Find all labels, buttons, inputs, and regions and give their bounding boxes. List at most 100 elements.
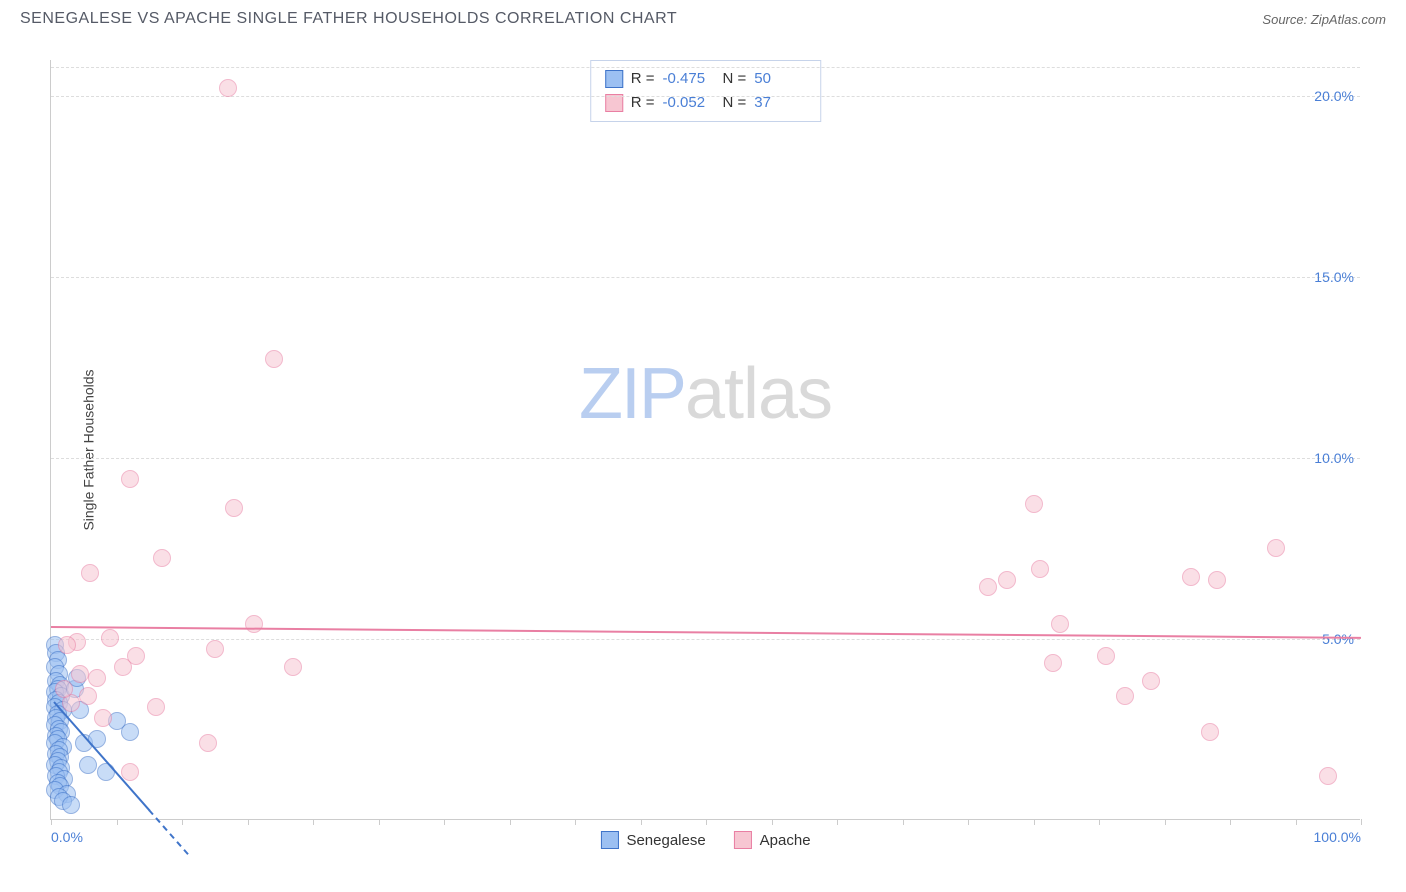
data-point <box>88 669 106 687</box>
data-point <box>79 756 97 774</box>
x-tick-label: 0.0% <box>51 829 83 845</box>
x-tick <box>1361 819 1362 825</box>
stat-r-label: R = <box>631 67 655 91</box>
source-label: Source: <box>1262 12 1307 27</box>
data-point <box>97 763 115 781</box>
trend-line <box>51 626 1361 639</box>
stat-r-value: -0.475 <box>663 67 715 91</box>
data-point <box>153 549 171 567</box>
stat-r-value: -0.052 <box>663 91 715 115</box>
data-point <box>1201 723 1219 741</box>
x-tick <box>1230 819 1231 825</box>
x-tick <box>248 819 249 825</box>
data-point <box>1182 568 1200 586</box>
data-point <box>147 698 165 716</box>
data-point <box>62 796 80 814</box>
data-point <box>79 687 97 705</box>
data-point <box>1051 615 1069 633</box>
stat-n-value: 50 <box>754 67 806 91</box>
y-tick-label: 10.0% <box>1314 450 1354 466</box>
x-tick <box>1034 819 1035 825</box>
legend-item: Apache <box>734 831 811 849</box>
x-tick <box>117 819 118 825</box>
trend-line <box>148 809 189 855</box>
legend-swatch <box>734 831 752 849</box>
chart-title: SENEGALESE VS APACHE SINGLE FATHER HOUSE… <box>20 10 677 28</box>
correlation-stats-box: R = -0.475 N = 50 R = -0.052 N = 37 <box>590 60 822 122</box>
data-point <box>199 734 217 752</box>
x-tick <box>510 819 511 825</box>
data-point <box>81 564 99 582</box>
gridline <box>51 277 1360 278</box>
x-tick <box>379 819 380 825</box>
plot-container: Single Father Households ZIPatlas R =-0.… <box>0 40 1406 860</box>
x-tick-label: 100.0% <box>1314 829 1361 845</box>
gridline <box>51 639 1360 640</box>
data-point <box>1319 767 1337 785</box>
legend: Senegalese Apache <box>600 831 810 849</box>
data-point <box>1031 560 1049 578</box>
legend-label: Senegalese <box>626 832 705 849</box>
data-point <box>284 658 302 676</box>
x-tick <box>51 819 52 825</box>
plot-area: ZIPatlas R =-0.475N =50R =-0.052N =37 Se… <box>50 60 1360 820</box>
gridline <box>51 458 1360 459</box>
gridline <box>51 96 1360 97</box>
source-attribution: Source: ZipAtlas.com <box>1262 12 1386 27</box>
data-point <box>71 665 89 683</box>
data-point <box>58 636 76 654</box>
x-tick <box>706 819 707 825</box>
x-tick <box>444 819 445 825</box>
x-tick <box>1165 819 1166 825</box>
stat-n-label: N = <box>723 67 747 91</box>
data-point <box>206 640 224 658</box>
watermark-zip: ZIP <box>579 354 685 434</box>
y-tick-label: 20.0% <box>1314 88 1354 104</box>
data-point <box>1025 495 1043 513</box>
data-point <box>101 629 119 647</box>
data-point <box>1142 672 1160 690</box>
x-tick <box>903 819 904 825</box>
x-tick <box>182 819 183 825</box>
data-point <box>1097 647 1115 665</box>
legend-item: Senegalese <box>600 831 705 849</box>
watermark-atlas: atlas <box>685 354 832 434</box>
data-point <box>265 350 283 368</box>
data-point <box>1208 571 1226 589</box>
legend-swatch <box>600 831 618 849</box>
data-point <box>245 615 263 633</box>
gridline <box>51 67 1360 68</box>
x-tick <box>1099 819 1100 825</box>
y-tick-label: 15.0% <box>1314 269 1354 285</box>
data-point <box>121 470 139 488</box>
data-point <box>121 763 139 781</box>
x-tick <box>837 819 838 825</box>
stat-n-value: 37 <box>754 91 806 115</box>
x-tick <box>313 819 314 825</box>
data-point <box>114 658 132 676</box>
y-tick-label: 5.0% <box>1322 631 1354 647</box>
data-point <box>94 709 112 727</box>
x-tick <box>1296 819 1297 825</box>
data-point <box>121 723 139 741</box>
data-point <box>1044 654 1062 672</box>
data-point <box>225 499 243 517</box>
x-tick <box>772 819 773 825</box>
stat-n-label: N = <box>723 91 747 115</box>
source-link[interactable]: ZipAtlas.com <box>1311 12 1386 27</box>
x-tick <box>575 819 576 825</box>
data-point <box>1116 687 1134 705</box>
legend-swatch <box>605 70 623 88</box>
stat-row: R = -0.052 N = 37 <box>605 91 807 115</box>
data-point <box>55 680 73 698</box>
x-tick <box>968 819 969 825</box>
x-tick <box>641 819 642 825</box>
data-point <box>979 578 997 596</box>
watermark: ZIPatlas <box>579 353 832 435</box>
data-point <box>219 79 237 97</box>
stat-r-label: R = <box>631 91 655 115</box>
legend-label: Apache <box>760 832 811 849</box>
data-point <box>998 571 1016 589</box>
stat-row: R = -0.475 N = 50 <box>605 67 807 91</box>
data-point <box>1267 539 1285 557</box>
